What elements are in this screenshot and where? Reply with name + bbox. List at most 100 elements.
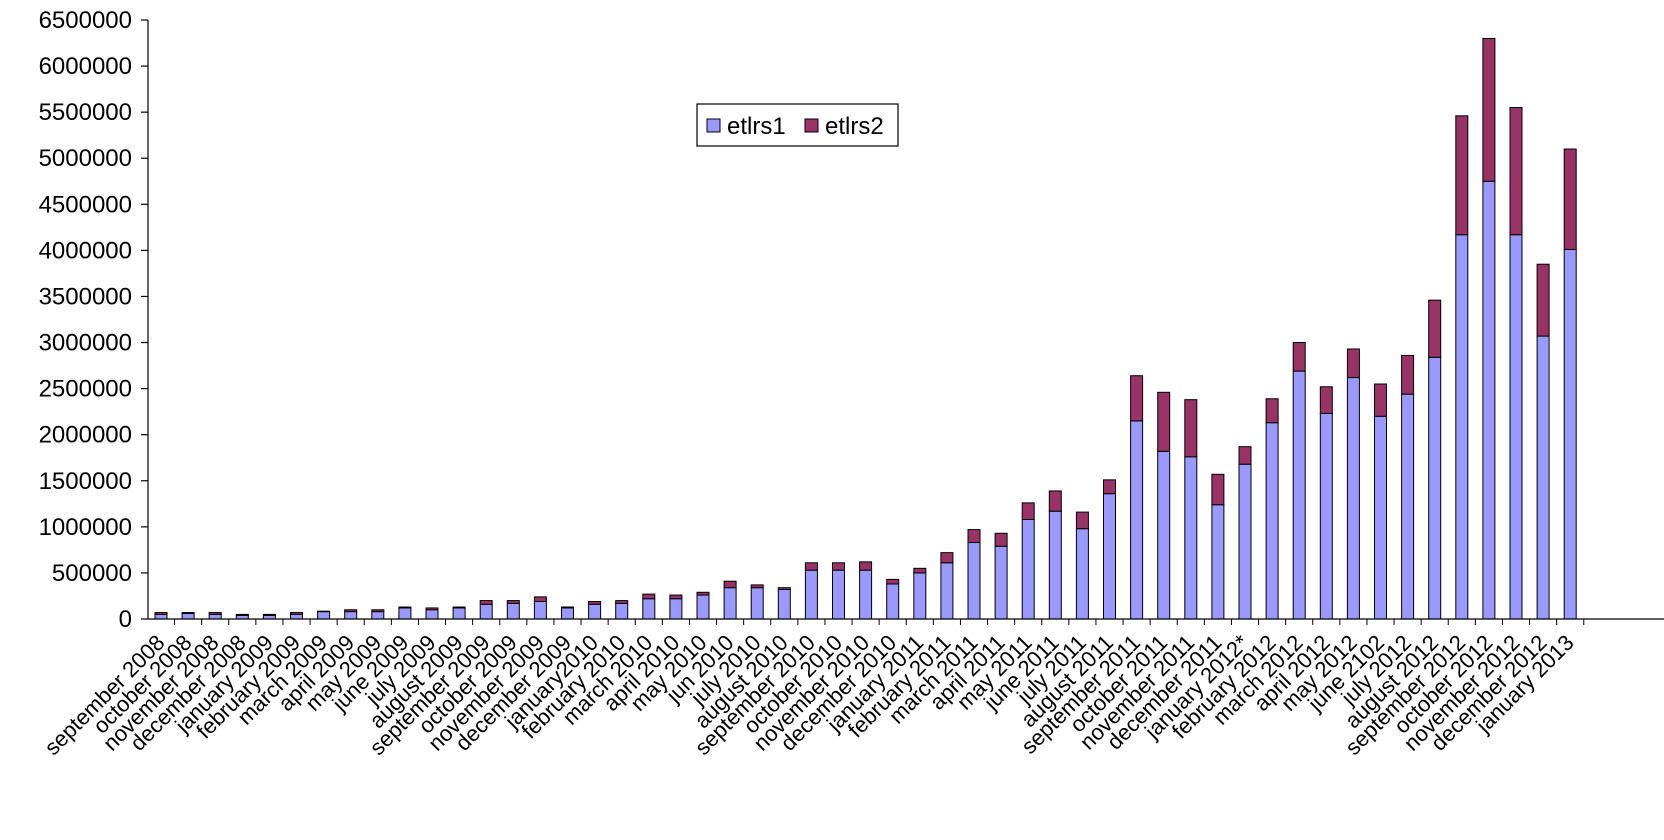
bar-etlrs2-17 [615, 600, 629, 604]
bar-etlrs2-28 [913, 567, 927, 574]
bar-etlrs2-51 [1536, 263, 1550, 337]
bar-etlrs1-32 [1021, 518, 1035, 620]
bar-etlrs2-4 [262, 613, 276, 616]
bar-etlrs2-9 [398, 606, 412, 609]
bar-etlrs2-24 [804, 562, 818, 571]
legend-label-etlrs1: etlrs1 [727, 113, 786, 140]
bar-etlrs1-21 [723, 587, 737, 620]
bar-etlrs2-50 [1509, 107, 1523, 236]
y-tick-label: 0 [119, 606, 132, 633]
bar-etlrs2-12 [479, 600, 493, 605]
bar-etlrs2-39 [1211, 473, 1225, 506]
bars [154, 37, 1577, 620]
bar-etlrs1-24 [804, 569, 818, 620]
bar-etlrs1-28 [913, 572, 927, 620]
bar-etlrs1-37 [1157, 450, 1171, 620]
bar-etlrs2-20 [696, 591, 710, 596]
y-tick-label: 2000000 [39, 422, 132, 449]
bar-etlrs1-17 [615, 602, 629, 620]
bar-etlrs2-37 [1157, 391, 1171, 452]
y-tick-label: 5500000 [39, 99, 132, 126]
bar-etlrs2-22 [750, 584, 764, 589]
bar-etlrs2-29 [940, 552, 954, 564]
bar-etlrs2-34 [1075, 511, 1089, 530]
bar-etlrs1-27 [886, 583, 900, 620]
bar-etlrs1-13 [506, 602, 520, 620]
bar-etlrs1-44 [1346, 377, 1360, 620]
bar-etlrs1-6 [317, 611, 331, 620]
bar-etlrs2-35 [1103, 479, 1116, 495]
bar-etlrs2-5 [290, 612, 303, 615]
bar-etlrs1-0 [154, 613, 168, 620]
bar-etlrs2-21 [723, 580, 737, 589]
bar-etlrs2-42 [1292, 342, 1306, 372]
bar-etlrs1-41 [1265, 422, 1279, 620]
bar-etlrs2-23 [777, 587, 791, 591]
bar-etlrs2-14 [533, 596, 547, 602]
y-tick-label: 3500000 [39, 283, 132, 310]
bar-etlrs1-25 [832, 569, 845, 620]
bar-etlrs1-50 [1509, 234, 1523, 620]
bar-etlrs2-48 [1455, 115, 1469, 236]
legend: etlrs1 etlrs2 [696, 103, 899, 147]
bar-etlrs2-30 [967, 529, 981, 544]
bar-etlrs1-43 [1319, 413, 1333, 620]
bar-etlrs1-14 [533, 600, 547, 620]
bar-etlrs1-46 [1401, 393, 1415, 620]
bar-etlrs1-20 [696, 594, 710, 620]
bar-etlrs2-2 [208, 612, 222, 615]
y-tick-label: 500000 [52, 560, 132, 587]
legend-swatch-etlrs2 [804, 118, 819, 133]
bar-etlrs1-11 [452, 607, 466, 620]
bar-etlrs1-51 [1536, 335, 1550, 620]
bar-etlrs1-8 [371, 611, 385, 620]
bar-etlrs1-49 [1482, 180, 1496, 620]
bar-etlrs2-0 [154, 612, 168, 615]
bar-etlrs2-46 [1401, 354, 1415, 395]
bar-etlrs1-9 [398, 607, 412, 620]
bar-etlrs2-6 [317, 610, 331, 613]
bar-etlrs2-41 [1265, 398, 1279, 424]
bar-etlrs1-47 [1428, 356, 1442, 620]
bar-etlrs2-11 [452, 606, 466, 609]
y-tick-label: 5000000 [39, 145, 132, 172]
bar-etlrs2-27 [886, 578, 900, 585]
bar-etlrs1-23 [777, 589, 791, 620]
bar-etlrs2-7 [344, 609, 358, 613]
bar-etlrs1-42 [1292, 370, 1306, 620]
bar-etlrs2-8 [371, 609, 385, 613]
bar-etlrs2-10 [425, 607, 439, 611]
bar-etlrs1-15 [561, 607, 574, 620]
bar-etlrs2-36 [1130, 375, 1144, 422]
bar-etlrs1-10 [425, 609, 439, 620]
bar-etlrs1-33 [1048, 510, 1062, 620]
bar-etlrs1-2 [208, 613, 222, 620]
y-tick-label: 1500000 [39, 468, 132, 495]
bar-etlrs2-3 [235, 613, 249, 616]
bar-etlrs1-12 [479, 603, 493, 620]
bar-etlrs1-30 [967, 542, 981, 620]
bar-etlrs1-18 [642, 598, 656, 620]
bar-etlrs2-49 [1482, 37, 1496, 182]
bar-etlrs2-26 [859, 561, 873, 571]
bar-etlrs2-18 [642, 593, 656, 600]
bar-etlrs1-36 [1130, 420, 1144, 620]
bar-etlrs1-7 [344, 611, 358, 620]
bar-etlrs2-13 [506, 600, 520, 604]
bar-etlrs1-48 [1455, 234, 1469, 620]
y-tick-label: 6500000 [39, 7, 132, 34]
bar-etlrs2-32 [1021, 502, 1035, 520]
bar-etlrs1-39 [1211, 504, 1225, 620]
legend-swatch-etlrs1 [706, 118, 721, 133]
bar-etlrs1-31 [994, 545, 1008, 620]
bar-etlrs1-45 [1374, 415, 1387, 620]
bar-etlrs1-1 [181, 612, 195, 620]
bar-etlrs1-26 [859, 569, 873, 620]
bar-etlrs2-40 [1238, 446, 1252, 465]
y-tick-label: 4000000 [39, 237, 132, 264]
y-tick-label: 4500000 [39, 191, 132, 218]
bar-etlrs1-34 [1075, 528, 1089, 620]
bar-etlrs2-44 [1346, 348, 1360, 379]
